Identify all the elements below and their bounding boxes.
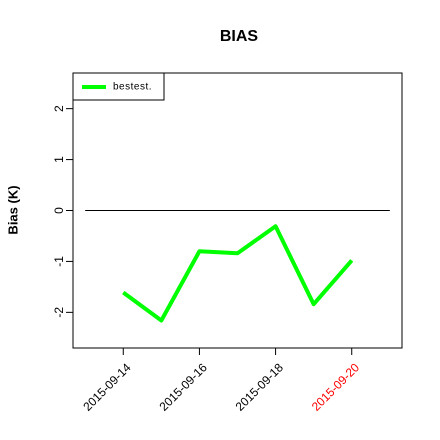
y-tick-label: -2 [52,307,66,318]
x-tick-label: 2015-09-14 [80,360,134,414]
chart-title: BIAS [220,28,259,45]
y-tick-label: -1 [52,256,66,267]
x-tick-label: 2015-09-16 [156,360,210,414]
y-tick-label: 1 [52,156,66,163]
x-tick-label: 2015-09-18 [233,360,287,414]
legend-label: bestest. [113,82,152,93]
y-tick-label: 0 [52,207,66,214]
x-tick-label: 2015-09-20 [309,360,363,414]
y-tick-label: 2 [52,105,66,112]
y-axis-label: Bias (K) [5,185,20,234]
data-line [122,224,354,323]
